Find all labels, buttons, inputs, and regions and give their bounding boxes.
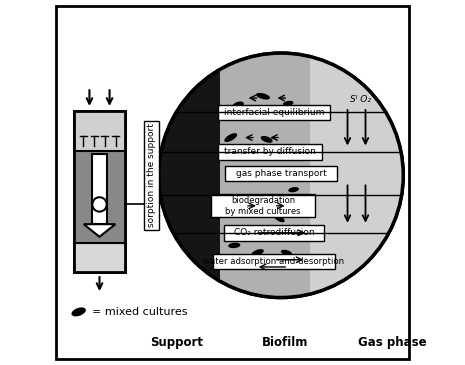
- Text: Sᴵ O₂: Sᴵ O₂: [350, 95, 371, 104]
- Text: transfer by diffusion: transfer by diffusion: [224, 147, 316, 157]
- Text: biodegradation
by mixed cultures: biodegradation by mixed cultures: [226, 196, 301, 216]
- FancyBboxPatch shape: [218, 144, 322, 160]
- FancyBboxPatch shape: [226, 166, 337, 181]
- Text: = mixed cultures: = mixed cultures: [93, 307, 188, 317]
- Bar: [74, 151, 125, 243]
- Ellipse shape: [274, 215, 285, 222]
- Text: Support: Support: [150, 336, 203, 349]
- Text: CO₂ retrodiffusion: CO₂ retrodiffusion: [233, 228, 314, 237]
- Circle shape: [93, 197, 106, 212]
- Bar: [92, 154, 107, 224]
- Polygon shape: [310, 50, 407, 301]
- Text: sorption in the support: sorption in the support: [147, 123, 156, 227]
- Ellipse shape: [232, 101, 244, 109]
- Circle shape: [159, 53, 403, 297]
- Text: gas phase transport: gas phase transport: [236, 169, 326, 178]
- Text: Gas phase: Gas phase: [358, 336, 427, 349]
- Text: interfacial equilibrium: interfacial equilibrium: [224, 108, 324, 117]
- Bar: [74, 243, 125, 272]
- Polygon shape: [220, 50, 310, 301]
- Bar: [74, 111, 125, 272]
- Ellipse shape: [228, 174, 241, 180]
- Ellipse shape: [256, 93, 270, 100]
- FancyBboxPatch shape: [213, 254, 335, 269]
- Ellipse shape: [235, 210, 247, 216]
- Text: water adsorption and desorption: water adsorption and desorption: [203, 257, 345, 266]
- Text: Biofilm: Biofilm: [261, 336, 308, 349]
- FancyBboxPatch shape: [211, 194, 315, 218]
- Ellipse shape: [286, 144, 298, 149]
- Ellipse shape: [252, 249, 264, 256]
- Ellipse shape: [281, 250, 292, 256]
- Bar: [74, 111, 125, 272]
- Ellipse shape: [261, 136, 272, 143]
- Bar: [74, 111, 125, 151]
- Ellipse shape: [228, 243, 240, 248]
- Polygon shape: [84, 224, 115, 237]
- Polygon shape: [155, 50, 220, 301]
- Ellipse shape: [283, 101, 293, 106]
- Ellipse shape: [224, 133, 237, 142]
- FancyBboxPatch shape: [218, 104, 330, 120]
- Ellipse shape: [267, 173, 280, 181]
- FancyBboxPatch shape: [224, 225, 324, 241]
- Ellipse shape: [72, 307, 86, 316]
- Ellipse shape: [288, 187, 299, 192]
